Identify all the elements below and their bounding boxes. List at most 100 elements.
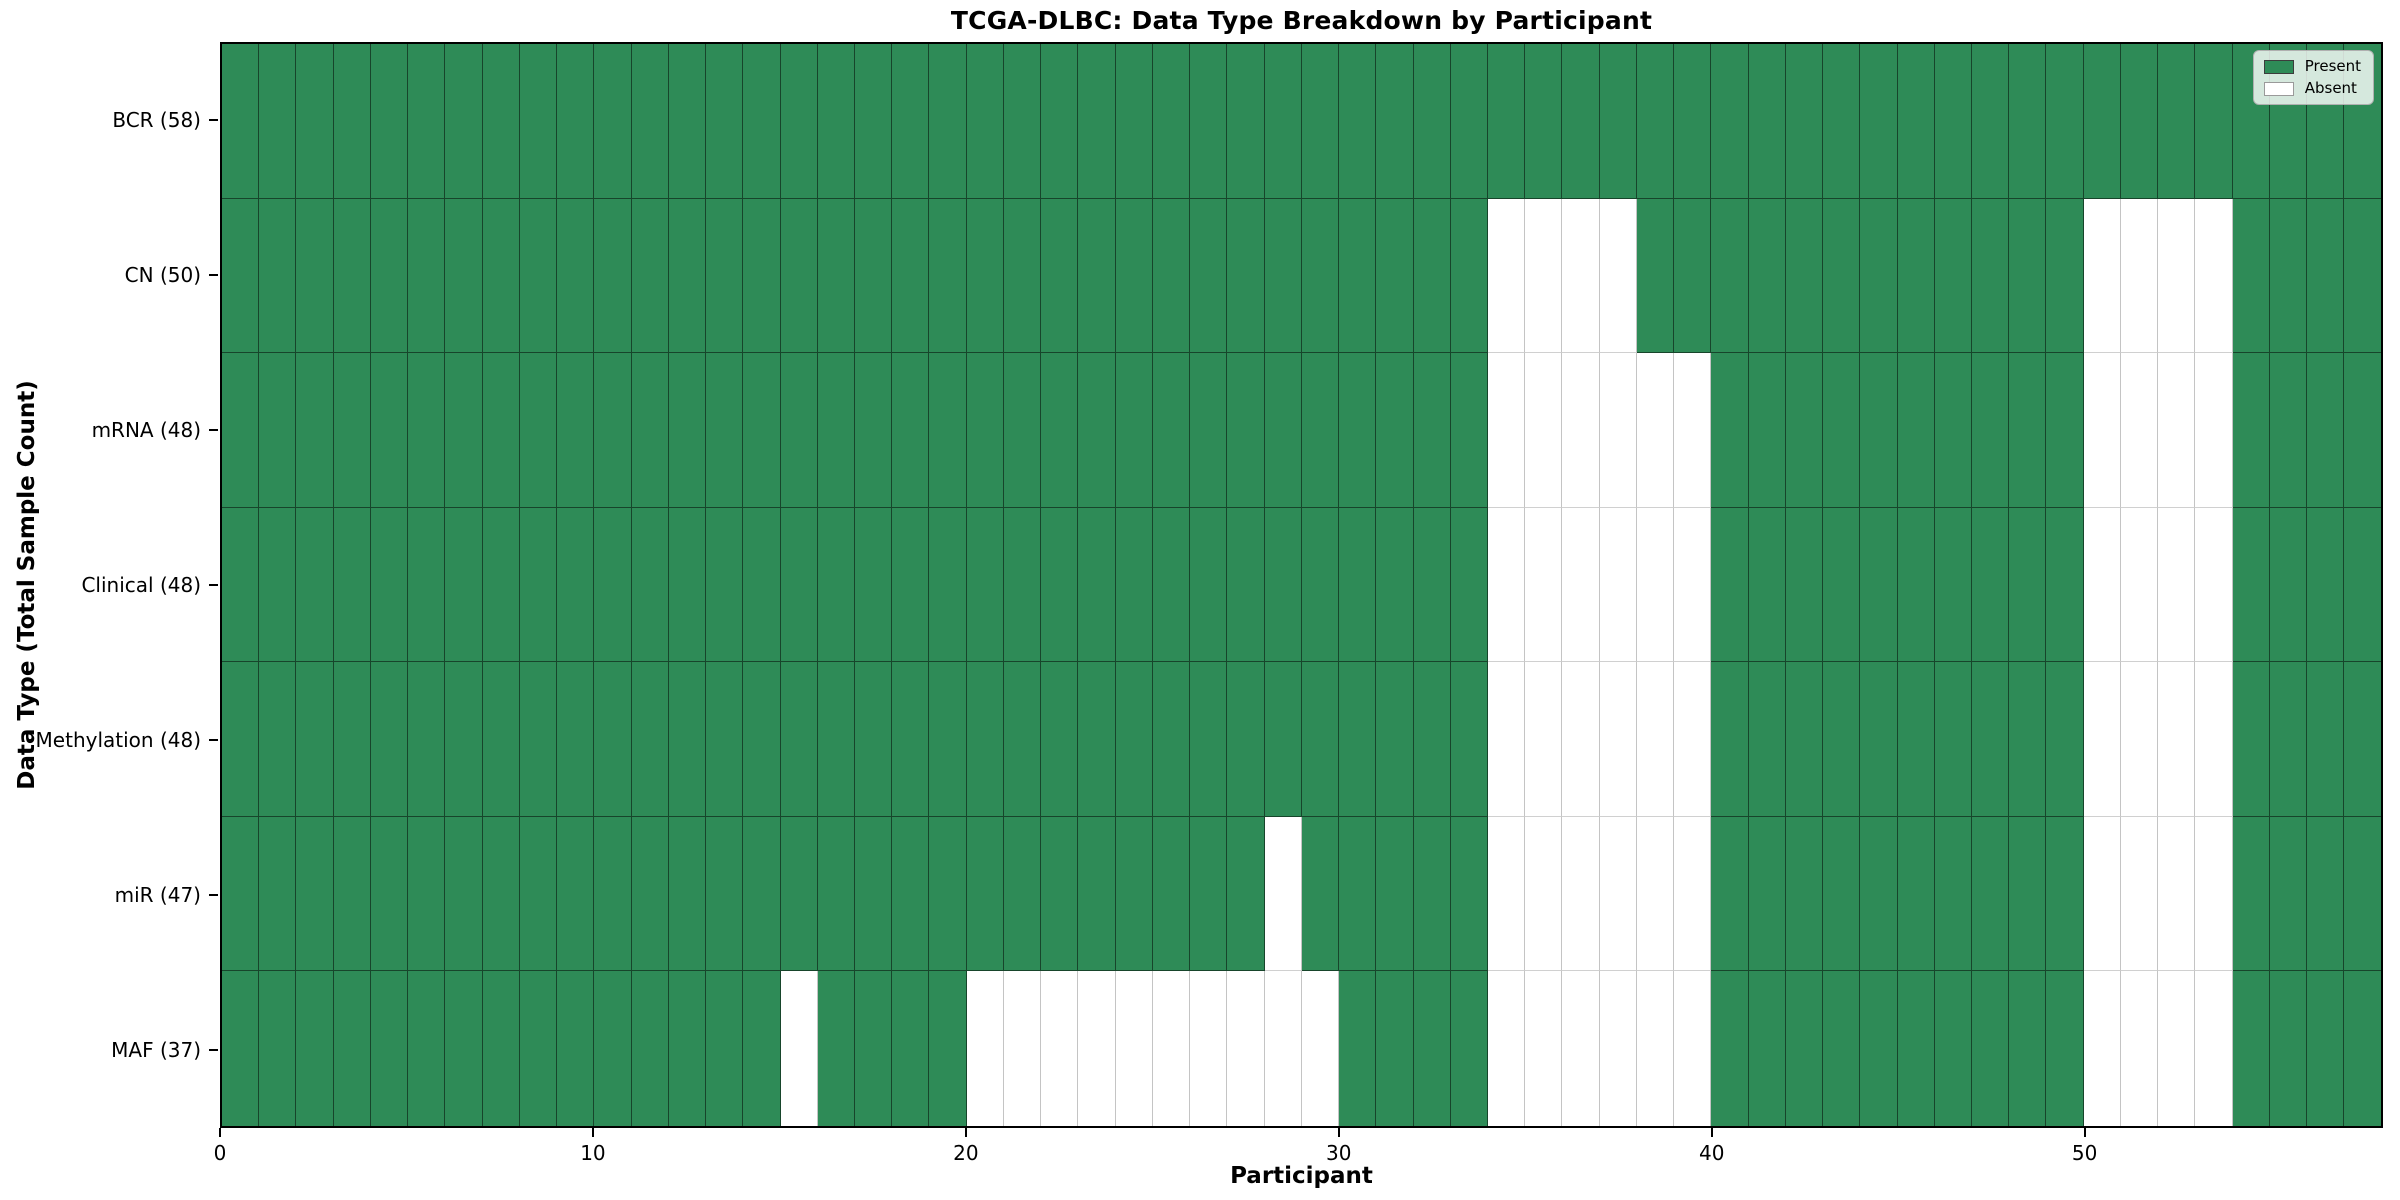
heatmap-cell bbox=[1301, 816, 1340, 972]
heatmap-cell bbox=[1003, 353, 1042, 508]
heatmap-cell bbox=[1413, 198, 1451, 354]
heatmap-cell bbox=[1301, 198, 1340, 354]
heatmap-cell bbox=[743, 198, 781, 354]
heatmap-cell bbox=[780, 816, 818, 972]
heatmap-cell bbox=[2083, 971, 2121, 1127]
heatmap-cell bbox=[445, 198, 483, 354]
heatmap-cell bbox=[1003, 507, 1042, 663]
heatmap-cell bbox=[333, 198, 371, 354]
heatmap-cell bbox=[706, 662, 744, 817]
heatmap-cell bbox=[1413, 44, 1451, 199]
heatmap-cell bbox=[1823, 971, 1861, 1127]
heatmap-cell bbox=[482, 353, 520, 508]
heatmap-cell bbox=[1525, 816, 1563, 972]
heatmap-cell bbox=[1562, 662, 1600, 817]
heatmap-cell bbox=[370, 816, 409, 972]
heatmap-cell bbox=[1190, 971, 1228, 1127]
heatmap-cell bbox=[1599, 507, 1637, 663]
heatmap-cell bbox=[1152, 44, 1191, 199]
heatmap-cell bbox=[966, 816, 1004, 972]
heatmap-cell bbox=[780, 971, 818, 1127]
heatmap-cell bbox=[1599, 44, 1637, 199]
heatmap-cell bbox=[2046, 507, 2084, 663]
chart-title: TCGA-DLBC: Data Type Breakdown by Partic… bbox=[950, 6, 1653, 35]
heatmap-cell bbox=[1115, 507, 1153, 663]
heatmap-cell bbox=[1599, 816, 1637, 972]
heatmap-cell bbox=[892, 353, 930, 508]
heatmap-cell bbox=[222, 971, 260, 1127]
heatmap-cell bbox=[668, 507, 707, 663]
heatmap-cell bbox=[333, 44, 371, 199]
y-tick-mark bbox=[209, 584, 218, 586]
heatmap-cell bbox=[1636, 198, 1675, 354]
heatmap-cell bbox=[1115, 662, 1153, 817]
heatmap-cell bbox=[2083, 662, 2121, 817]
heatmap-cell bbox=[1562, 816, 1600, 972]
heatmap-cell bbox=[370, 971, 409, 1127]
heatmap-cell bbox=[1487, 816, 1526, 972]
heatmap-cell bbox=[854, 44, 893, 199]
heatmap-cell bbox=[668, 816, 707, 972]
heatmap-cell bbox=[1860, 198, 1898, 354]
heatmap-cell bbox=[557, 816, 595, 972]
heatmap-cell bbox=[1525, 507, 1563, 663]
legend-absent-swatch bbox=[2263, 81, 2294, 96]
heatmap-cell bbox=[2232, 662, 2270, 817]
x-tick-label: 30 bbox=[1326, 1141, 1352, 1165]
heatmap-cell bbox=[1227, 198, 1265, 354]
heatmap-cell bbox=[1301, 662, 1340, 817]
heatmap-cell bbox=[2195, 816, 2233, 972]
heatmap-cell bbox=[408, 816, 446, 972]
y-tick-label: Methylation (48) bbox=[35, 728, 201, 753]
heatmap-cell bbox=[1487, 662, 1526, 817]
heatmap-cell bbox=[1152, 816, 1191, 972]
heatmap-cell bbox=[1041, 816, 1079, 972]
heatmap-cell bbox=[1860, 662, 1898, 817]
heatmap-cell bbox=[1487, 971, 1526, 1127]
heatmap-cell bbox=[1562, 353, 1600, 508]
heatmap-cell bbox=[1525, 971, 1563, 1127]
heatmap-cell bbox=[1785, 816, 1824, 972]
heatmap-cell bbox=[259, 971, 297, 1127]
heatmap-cell bbox=[594, 662, 632, 817]
heatmap-cell bbox=[1636, 507, 1675, 663]
y-axis-ticks: BCR (58) CN (50) mRNA (48) Clinical (48) Met… bbox=[0, 42, 220, 1128]
x-tick-mark bbox=[2083, 1128, 2086, 1137]
legend-item-present: Present bbox=[2263, 59, 2361, 74]
heatmap-cell bbox=[2344, 816, 2381, 972]
heatmap-cell bbox=[1190, 198, 1228, 354]
heatmap-cell bbox=[1525, 662, 1563, 817]
heatmap-cell bbox=[408, 198, 446, 354]
heatmap-cell bbox=[2009, 44, 2047, 199]
y-tick-label: mRNA (48) bbox=[91, 417, 201, 442]
heatmap-cell bbox=[1934, 507, 1973, 663]
heatmap-cell bbox=[780, 507, 818, 663]
heatmap-cell bbox=[631, 971, 669, 1127]
heatmap-cell bbox=[519, 198, 558, 354]
heatmap-row-miR bbox=[222, 816, 2381, 972]
heatmap-cell bbox=[1003, 816, 1042, 972]
heatmap-cell bbox=[706, 353, 744, 508]
heatmap-cell bbox=[1264, 971, 1302, 1127]
heatmap-cell bbox=[1264, 662, 1302, 817]
heatmap-cell bbox=[222, 44, 260, 199]
heatmap-cell bbox=[1078, 198, 1116, 354]
heatmap-cell bbox=[929, 971, 967, 1127]
heatmap-cell bbox=[1823, 662, 1861, 817]
heatmap-cell bbox=[1934, 198, 1973, 354]
heatmap-cell bbox=[1562, 971, 1600, 1127]
heatmap-cell bbox=[2009, 816, 2047, 972]
heatmap-cell bbox=[557, 44, 595, 199]
heatmap-cell bbox=[2158, 44, 2196, 199]
heatmap-cell bbox=[2195, 198, 2233, 354]
heatmap-cell bbox=[2307, 662, 2345, 817]
heatmap-cell bbox=[2269, 353, 2308, 508]
heatmap-cell bbox=[557, 662, 595, 817]
heatmap-cell bbox=[1003, 44, 1042, 199]
heatmap-cell bbox=[1376, 44, 1414, 199]
heatmap-cell bbox=[706, 198, 744, 354]
heatmap-cell bbox=[854, 662, 893, 817]
heatmap-cell bbox=[2120, 353, 2159, 508]
heatmap-cell bbox=[1823, 198, 1861, 354]
heatmap-cell bbox=[1972, 507, 2010, 663]
